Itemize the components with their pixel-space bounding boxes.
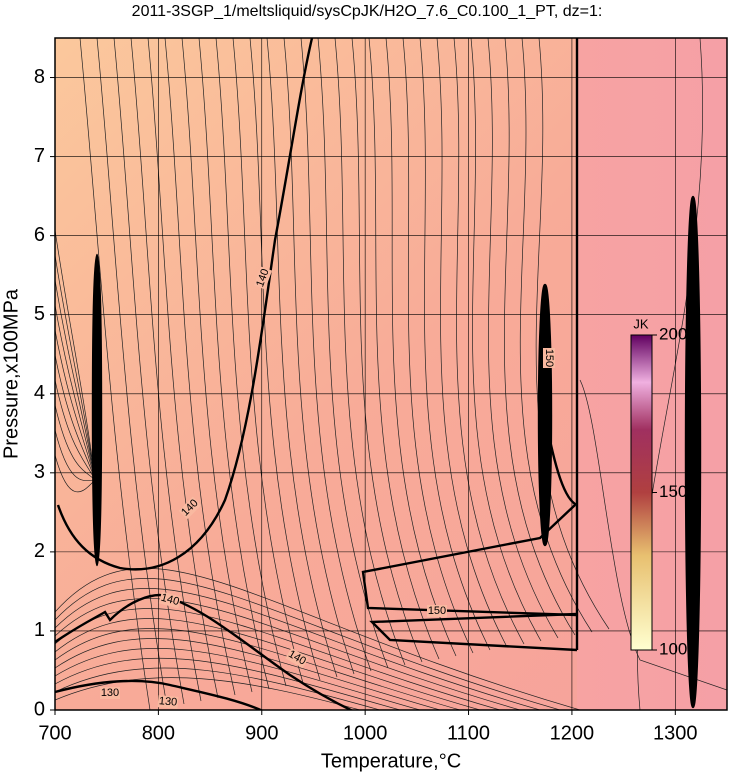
contour-lines bbox=[55, 38, 702, 710]
contour-label: 140 bbox=[254, 267, 272, 288]
contour-label: 150 bbox=[428, 605, 446, 617]
contour-label-bg bbox=[427, 605, 447, 617]
contour-line bbox=[351, 38, 423, 663]
contour-line bbox=[55, 254, 96, 481]
contour-line bbox=[55, 229, 96, 481]
y-axis-label: Pressure,x100MPa bbox=[0, 288, 22, 459]
y-tick-label: 2 bbox=[34, 540, 45, 562]
contour-line bbox=[402, 38, 474, 654]
contour-line bbox=[487, 38, 559, 639]
contour-line bbox=[55, 454, 96, 493]
y-tick-label: 0 bbox=[34, 698, 45, 720]
contour-line bbox=[130, 38, 202, 702]
contour-line bbox=[55, 379, 96, 481]
contour-line bbox=[215, 38, 287, 687]
x-tick-label: 800 bbox=[142, 722, 175, 744]
contour-line bbox=[232, 38, 304, 684]
y-tick-label: 7 bbox=[34, 145, 45, 167]
contour-label: 150 bbox=[543, 349, 555, 367]
y-tick-label: 1 bbox=[34, 619, 45, 641]
y-tick-label: 4 bbox=[34, 382, 45, 404]
contour-line bbox=[55, 598, 521, 710]
x-tick-label: 1000 bbox=[343, 722, 388, 744]
y-tick-label: 8 bbox=[34, 66, 45, 88]
x-tick-label: 1300 bbox=[653, 722, 698, 744]
contour-label-bg bbox=[285, 647, 309, 669]
contour-line bbox=[55, 429, 96, 481]
x-tick-label: 1100 bbox=[447, 722, 490, 744]
contour-line bbox=[55, 677, 361, 710]
contour-line bbox=[96, 38, 168, 708]
contour-line bbox=[164, 38, 236, 696]
plot-frame bbox=[54, 37, 728, 711]
y-tick-label: 3 bbox=[34, 461, 45, 483]
colorbar-label: JK bbox=[633, 316, 649, 331]
x-tick-label: 1200 bbox=[550, 722, 595, 744]
contour-line bbox=[334, 38, 406, 666]
y-tick-label: 5 bbox=[34, 303, 45, 325]
contour-label: 130 bbox=[101, 687, 119, 699]
contour-line bbox=[436, 38, 508, 648]
contour-line bbox=[181, 38, 253, 693]
contour-cluster bbox=[91, 253, 103, 567]
contour-line bbox=[55, 354, 96, 481]
colorbar-tick-label: 150 bbox=[659, 482, 687, 501]
contour-line bbox=[385, 38, 457, 657]
contour-line bbox=[266, 38, 338, 678]
contour-line bbox=[519, 38, 593, 633]
x-tick-label: 900 bbox=[245, 722, 278, 744]
contour-line bbox=[55, 679, 264, 710]
contour-line bbox=[300, 38, 372, 672]
contour-cluster bbox=[684, 195, 702, 709]
contour-line bbox=[55, 578, 561, 710]
contour-line bbox=[55, 279, 96, 481]
contour-line bbox=[419, 38, 491, 651]
colorbar bbox=[630, 334, 653, 651]
contour-line bbox=[198, 38, 270, 690]
contour-label-bg bbox=[543, 348, 555, 368]
contour-line bbox=[249, 38, 321, 681]
contour-line bbox=[55, 304, 96, 481]
contour-line bbox=[453, 38, 525, 645]
contour-line bbox=[55, 329, 96, 481]
contour-lines bbox=[55, 38, 727, 710]
contour-line bbox=[317, 38, 389, 669]
chart-title: 2011-3SGP_1/meltsliquid/sysCpJK/H2O_7.6_… bbox=[132, 3, 603, 20]
contour-label-bg bbox=[100, 687, 120, 699]
contour-line bbox=[470, 38, 542, 642]
x-axis-label: Temperature,°C bbox=[321, 750, 461, 772]
contour-line bbox=[55, 657, 401, 710]
contour-line bbox=[283, 38, 355, 675]
colorbar-tick-label: 200 bbox=[659, 324, 687, 343]
y-tick-label: 6 bbox=[34, 224, 45, 246]
contour-label-bg bbox=[253, 266, 273, 290]
x-tick-label: 700 bbox=[38, 722, 71, 744]
contour-label-bg bbox=[178, 496, 202, 520]
contour-line bbox=[55, 628, 461, 710]
colorbar-tick-label: 100 bbox=[659, 639, 687, 658]
contour-label-bg bbox=[157, 695, 179, 709]
contour-label: 140 bbox=[160, 592, 181, 608]
contour-line bbox=[55, 404, 96, 481]
contour-line bbox=[55, 588, 541, 710]
contour-line bbox=[55, 618, 481, 710]
contour-line bbox=[55, 568, 581, 710]
contour-label-bg bbox=[158, 591, 182, 609]
contour-line bbox=[55, 638, 441, 710]
contour-line bbox=[55, 648, 421, 710]
contour-line bbox=[368, 38, 440, 660]
plot-area bbox=[55, 38, 727, 710]
contour-label: 130 bbox=[158, 695, 177, 709]
contour-line bbox=[504, 38, 576, 636]
contour-line bbox=[55, 667, 381, 710]
contour-cluster bbox=[537, 283, 553, 547]
